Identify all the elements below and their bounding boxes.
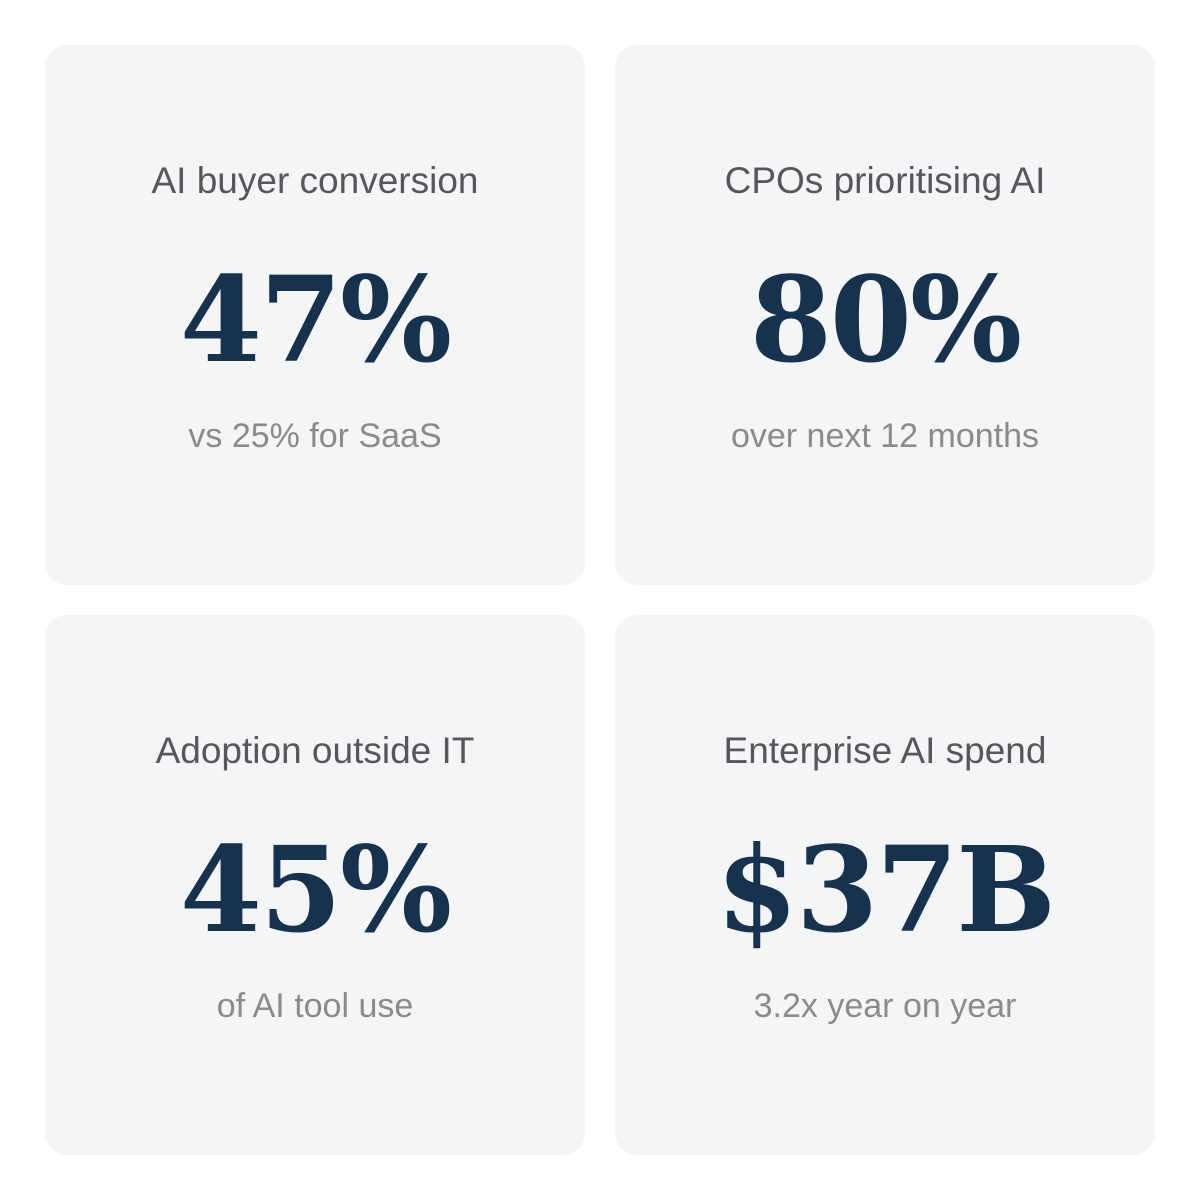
stat-card-adoption-outside-it: Adoption outside IT 45% of AI tool use xyxy=(45,615,585,1155)
stat-caption: of AI tool use xyxy=(216,987,414,1025)
stat-card-cpos-prioritising-ai: CPOs prioritising AI 80% over next 12 mo… xyxy=(615,45,1155,585)
stat-value: 45% xyxy=(179,820,452,959)
stat-label: Enterprise AI spend xyxy=(723,730,1047,771)
stat-label: Adoption outside IT xyxy=(155,730,475,771)
stat-value: 80% xyxy=(749,250,1022,389)
stat-value: 47% xyxy=(179,250,452,389)
stat-card-ai-buyer-conversion: AI buyer conversion 47% vs 25% for SaaS xyxy=(45,45,585,585)
stat-label: AI buyer conversion xyxy=(151,160,479,201)
stat-card-enterprise-ai-spend: Enterprise AI spend $37B 3.2x year on ye… xyxy=(615,615,1155,1155)
stat-value: $37B xyxy=(715,820,1056,959)
stat-caption: vs 25% for SaaS xyxy=(188,417,442,455)
stat-caption: 3.2x year on year xyxy=(753,987,1017,1025)
stat-caption: over next 12 months xyxy=(730,417,1040,455)
stat-label: CPOs prioritising AI xyxy=(724,160,1046,201)
